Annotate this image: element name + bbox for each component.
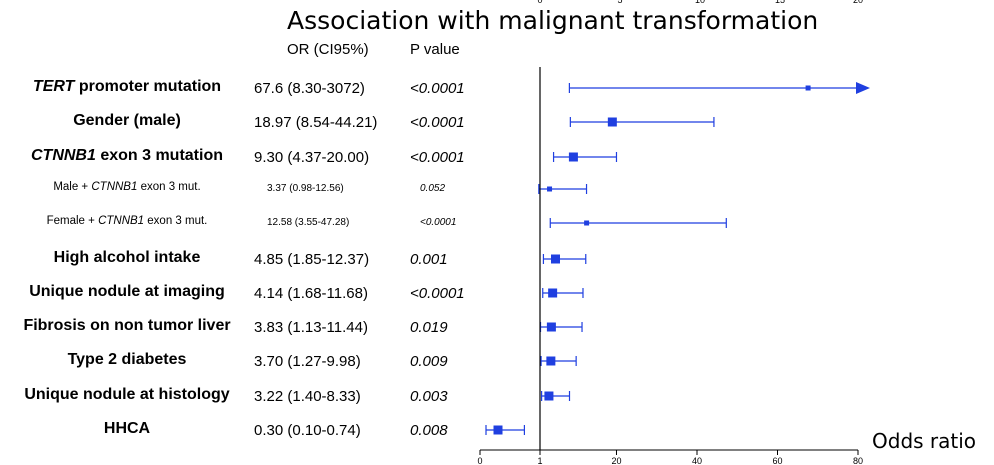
row-or-value: 4.14 (1.68-11.68) — [254, 285, 368, 302]
x-tick-label: 40 — [692, 456, 702, 465]
row-or-value: 18.97 (8.54-44.21) — [254, 114, 378, 131]
row-label-part: Gender (male) — [73, 112, 181, 129]
or-point — [546, 322, 556, 332]
row-label: TERT promoter mutation — [0, 78, 257, 96]
row-p-value: 0.052 — [420, 183, 446, 194]
or-point — [548, 288, 558, 298]
x-tick-label: 0 — [477, 456, 482, 465]
row-label-part: Male + — [53, 181, 92, 193]
row-or-value: 9.30 (4.37-20.00) — [254, 149, 370, 166]
top-axis-tick-label: 5 — [617, 0, 622, 5]
row-label: Unique nodule at imaging — [0, 283, 257, 301]
row-label: Unique nodule at histology — [0, 386, 257, 404]
x-tick-label: 60 — [772, 456, 782, 465]
top-axis-tick-label: 20 — [853, 0, 863, 5]
row-label-part: exon 3 mutation — [95, 147, 223, 164]
row-or-value: 3.83 (1.13-11.44) — [254, 319, 368, 336]
top-axis-tick-label: 10 — [695, 0, 705, 5]
p-value-column-header: P value — [410, 41, 460, 58]
row-label: High alcohol intake — [0, 249, 257, 267]
or-column-header: OR (CI95%) — [287, 41, 369, 58]
row-or-value: 3.22 (1.40-8.33) — [254, 388, 361, 405]
row-label-part: Type 2 diabetes — [67, 351, 187, 368]
row-label-part: exon 3 mut. — [137, 181, 201, 193]
x-tick-label: 80 — [853, 456, 863, 465]
row-label-part: High alcohol intake — [53, 249, 201, 266]
row-label: Gender (male) — [0, 112, 257, 130]
or-point — [546, 356, 556, 366]
row-p-value: 0.019 — [410, 319, 448, 336]
ci-arrow — [856, 82, 870, 94]
row-p-value: 0.001 — [410, 251, 448, 268]
or-point — [584, 220, 590, 226]
row-label: Type 2 diabetes — [0, 351, 257, 369]
row-label-part: CTNNB1 — [30, 147, 96, 164]
row-or-value: 4.85 (1.85-12.37) — [254, 251, 370, 268]
row-label-part: CTNNB1 — [91, 181, 138, 193]
row-p-value: <0.0001 — [410, 149, 465, 166]
or-point — [544, 391, 554, 401]
or-point — [568, 152, 578, 162]
row-label: CTNNB1 exon 3 mutation — [0, 147, 257, 165]
row-or-value: 12.58 (3.55-47.28) — [267, 217, 350, 228]
or-point — [493, 425, 503, 435]
row-label-part: CTNNB1 — [98, 215, 145, 227]
or-point — [607, 117, 617, 127]
row-label: Fibrosis on non tumor liver — [0, 317, 257, 335]
row-label: Female + CTNNB1 exon 3 mut. — [0, 215, 257, 227]
row-label-part: HHCA — [103, 420, 151, 437]
row-or-value: 0.30 (0.10-0.74) — [254, 422, 361, 439]
row-or-value: 3.70 (1.27-9.98) — [254, 353, 361, 370]
row-label-part: Unique nodule at imaging — [29, 283, 225, 300]
x-tick-label: 1 — [537, 456, 542, 465]
row-p-value: 0.009 — [410, 353, 448, 370]
row-label-part: promoter mutation — [74, 78, 222, 95]
row-label: Male + CTNNB1 exon 3 mut. — [0, 181, 257, 193]
row-p-value: <0.0001 — [410, 285, 465, 302]
x-tick-label: 20 — [611, 456, 621, 465]
or-point — [547, 186, 553, 192]
row-label-part: TERT — [32, 78, 75, 95]
row-label-part: exon 3 mut. — [144, 215, 208, 227]
row-or-value: 3.37 (0.98-12.56) — [267, 183, 344, 194]
row-p-value: <0.0001 — [410, 80, 465, 97]
row-label-part: Unique nodule at histology — [24, 386, 230, 403]
row-p-value: <0.0001 — [410, 114, 465, 131]
or-point — [805, 85, 811, 91]
row-label: HHCA — [0, 420, 257, 438]
top-axis-tick-label: 0 — [537, 0, 542, 5]
row-label-part: Fibrosis on non tumor liver — [23, 317, 231, 334]
top-axis-tick-label: 15 — [775, 0, 785, 5]
or-point — [550, 254, 560, 264]
row-p-value: 0.003 — [410, 388, 448, 405]
row-or-value: 67.6 (8.30-3072) — [254, 80, 365, 97]
row-p-value: 0.008 — [410, 422, 448, 439]
row-label-part: Female + — [46, 215, 99, 227]
row-p-value: <0.0001 — [420, 217, 457, 228]
chart-title: Association with malignant transformatio… — [287, 6, 819, 35]
x-axis-title: Odds ratio — [872, 429, 977, 453]
